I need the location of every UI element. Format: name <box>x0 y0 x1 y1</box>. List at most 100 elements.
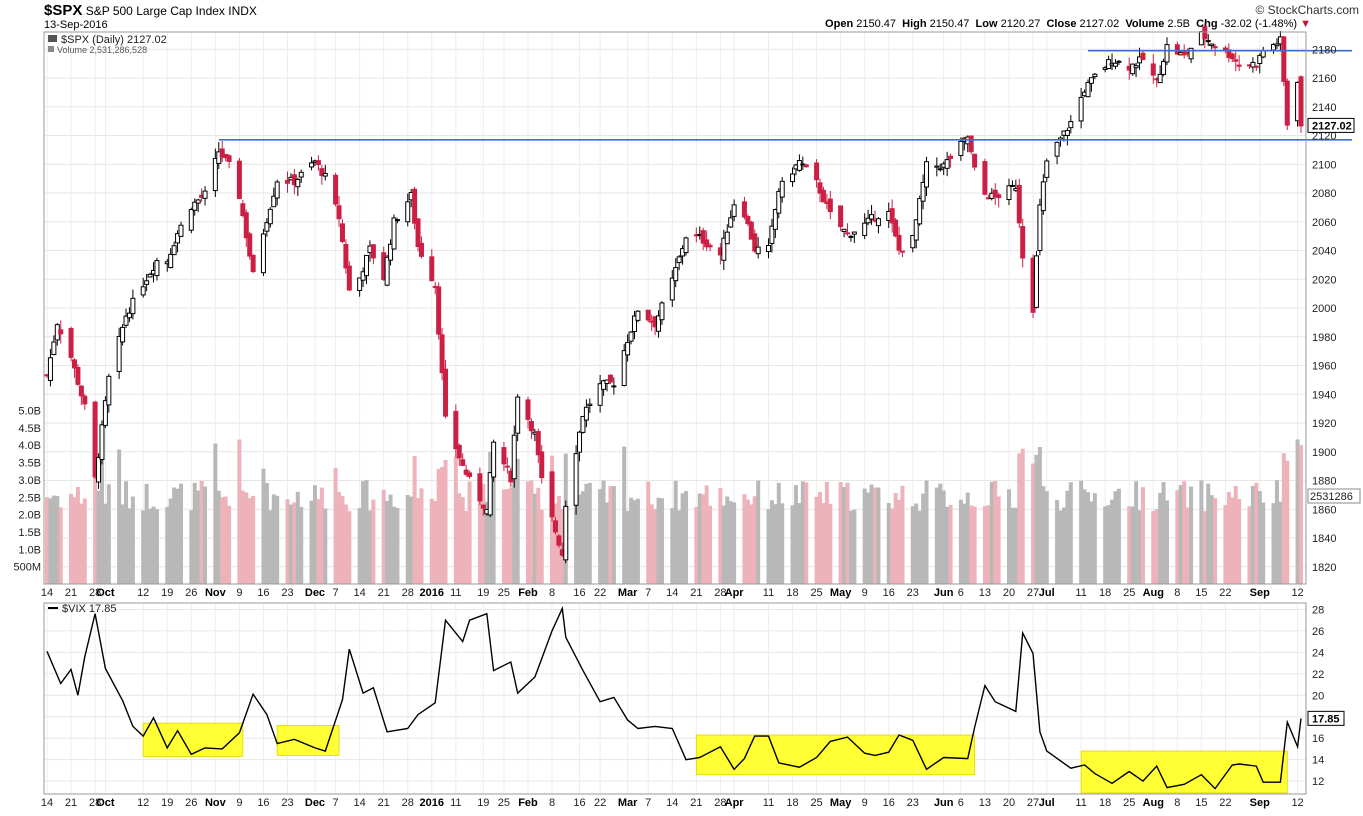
trendlines <box>218 49 1352 141</box>
candle-body <box>563 505 569 561</box>
volume-bar <box>251 495 256 584</box>
candle-body <box>96 456 102 483</box>
volume-bar <box>680 493 685 584</box>
x-tick-label: 8 <box>549 587 555 599</box>
volume-tick-label: 3.0B <box>18 475 41 487</box>
candle-body <box>597 383 603 406</box>
y-tick-label: 2180 <box>1312 44 1336 56</box>
volume-bar <box>117 449 122 584</box>
volume-bar <box>175 488 180 584</box>
volume-bar <box>1230 497 1235 584</box>
candle-body <box>631 315 637 332</box>
candle-body <box>755 246 761 255</box>
y-tick-label: 1960 <box>1312 361 1336 373</box>
x-tick-label: Oct <box>96 587 115 599</box>
candle-body <box>607 374 613 383</box>
low-value: 2120.27 <box>1000 18 1041 30</box>
volume-bar <box>501 489 506 584</box>
volume-bar <box>756 480 761 584</box>
volume-bar <box>312 485 317 584</box>
x-tick-label: 22 <box>1219 797 1231 809</box>
x-tick-label: 6 <box>958 797 964 809</box>
volume-bar <box>828 503 833 584</box>
volume-bar <box>965 492 970 584</box>
volume-bar <box>216 490 221 584</box>
volume-bar <box>694 506 699 584</box>
high-value: 2150.47 <box>929 18 970 30</box>
volume-bar <box>1116 488 1121 584</box>
candle-body <box>917 198 923 225</box>
x-tick-label: 6 <box>958 587 964 599</box>
x-tick-label: 19 <box>161 797 173 809</box>
candle-body <box>865 217 871 224</box>
candle-body <box>443 368 449 417</box>
candle-body <box>1281 36 1287 82</box>
candle-body <box>944 159 950 169</box>
candle-body <box>1298 76 1304 127</box>
candle-body <box>924 161 930 188</box>
candle-body <box>140 286 146 296</box>
volume-bar <box>99 455 104 584</box>
volume-bar <box>51 495 56 584</box>
candle-body <box>1250 61 1256 68</box>
candle-body <box>68 328 74 358</box>
x-tick-label: May <box>830 587 852 599</box>
volume-bar <box>1226 491 1231 584</box>
open-value: 2150.47 <box>856 18 896 30</box>
volume-bar <box>684 491 689 584</box>
volume-bar <box>670 508 675 584</box>
candle-body <box>893 219 899 237</box>
volume-bar <box>649 504 654 584</box>
volume-label: Volume <box>1125 18 1165 30</box>
candle-body <box>972 153 978 168</box>
volume-bar <box>845 482 850 584</box>
volume-bar <box>525 481 530 584</box>
candle-body <box>339 223 345 243</box>
x-tick-label: 11 <box>763 797 774 809</box>
y-tick-label: 2120 <box>1312 131 1336 143</box>
x-tick-label: 14 <box>354 587 366 599</box>
volume-bar <box>1175 490 1180 584</box>
candle-body <box>394 219 400 222</box>
candle-body <box>1044 160 1050 178</box>
candle-body <box>958 140 964 156</box>
candle-body <box>309 162 315 168</box>
x-tick-label: 25 <box>1123 587 1135 599</box>
candle-body <box>99 424 105 460</box>
volume-value: 2.5B <box>1167 18 1191 30</box>
volume-bar <box>144 483 149 584</box>
grid-lines <box>44 32 1306 794</box>
x-tick-label: Aug <box>1143 797 1164 809</box>
volume-bar <box>718 488 723 584</box>
volume-bar <box>818 492 823 584</box>
candle-body <box>412 188 418 224</box>
volume-bar <box>357 508 362 584</box>
candle-body <box>1064 130 1070 136</box>
vix-y-tick-label: 14 <box>1312 755 1324 767</box>
volume-bar <box>814 496 819 584</box>
volume-bar <box>69 493 74 584</box>
candle-body <box>587 403 593 406</box>
volume-bar <box>48 498 53 584</box>
candle-body <box>515 396 521 434</box>
candle-body <box>1260 50 1266 58</box>
volume-legend: Volume 2,531,286,528 <box>57 45 147 55</box>
candle-body <box>625 342 631 356</box>
volume-bar <box>821 503 826 584</box>
volume-bar <box>261 468 266 584</box>
candle-body <box>456 444 462 459</box>
x-tick-label: 28 <box>714 587 726 599</box>
candle-body <box>899 250 905 253</box>
x-tick-label: 12 <box>1291 797 1303 809</box>
candle-body <box>724 231 730 245</box>
x-tick-label: 19 <box>477 797 489 809</box>
volume-bar <box>938 483 943 584</box>
volume-tick-label: 4.5B <box>18 423 41 435</box>
candle-body <box>460 459 466 466</box>
volume-bar <box>1299 445 1303 584</box>
volume-bar <box>608 486 613 584</box>
stockcharts-credit[interactable]: © StockCharts.com <box>1255 3 1359 17</box>
candle-body <box>178 224 184 237</box>
volume-bar <box>580 491 585 584</box>
x-tick-label: 21 <box>378 797 390 809</box>
